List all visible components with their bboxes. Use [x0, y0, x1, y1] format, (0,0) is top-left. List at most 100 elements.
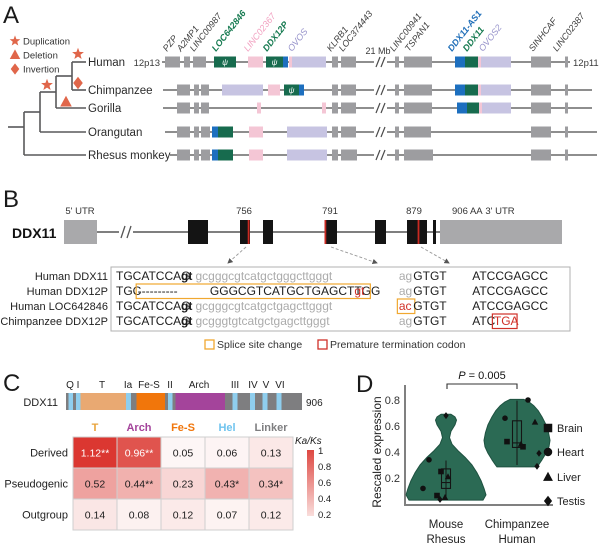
exon-box [433, 220, 436, 244]
gene-block-gray [341, 56, 356, 68]
gene-block-pink [248, 56, 263, 68]
y-tick-0.8: 0.8 [385, 395, 400, 407]
position-label-756: 756 [236, 206, 252, 217]
panel-d-label: D [356, 371, 374, 398]
protein-length-label: 906 [306, 398, 323, 409]
heatmap-value: 1.12** [81, 448, 110, 460]
motif-label-ia: Ia [124, 380, 133, 391]
gene-block-gray [201, 102, 209, 114]
triangle-icon [531, 418, 539, 425]
heatmap-cell [248, 498, 294, 531]
gene-block-gray [194, 149, 199, 161]
diamond-icon [543, 495, 553, 507]
species-label-gorilla: Gorilla [88, 103, 122, 115]
domain-segment-bar_gray [73, 393, 76, 410]
gene-block-green [465, 84, 478, 96]
synteny-row-rhesus-monkey [170, 148, 597, 162]
zoom-connector [420, 246, 450, 264]
gene-block-green [465, 56, 478, 68]
circle-icon [502, 415, 508, 422]
sequence-segment: gcgggcgtcatgctgagcttgggt [195, 299, 332, 313]
species-label-human: Human [88, 57, 125, 69]
psi-glyph: ψ [272, 58, 278, 67]
domain-segment-stripe [126, 393, 131, 410]
splice-change-box [135, 283, 371, 300]
domain-segment-stripe [76, 393, 81, 410]
gene-block-gray [565, 56, 568, 68]
break-slash [375, 126, 381, 138]
exon-box [407, 220, 427, 244]
y-tick-0.2: 0.2 [385, 473, 400, 485]
gene-break-slash [120, 225, 126, 239]
diamond-icon [10, 63, 20, 75]
sequence-segment: ATCCGAGCC [472, 269, 548, 283]
heatmap-col-header-fe-s: Fe-S [171, 422, 195, 434]
diamond-icon [73, 76, 83, 90]
gene-block-green [214, 56, 236, 68]
circle-icon [525, 397, 531, 403]
sequence-segment: ag [399, 269, 412, 283]
triangle-icon [444, 473, 452, 480]
domain-segment-bar_gray [267, 393, 277, 410]
heatmap-cell [72, 436, 118, 469]
gene-block-gray [332, 102, 338, 114]
axes [404, 385, 553, 506]
heatmap-row-label-outgroup: Outgroup [22, 510, 68, 522]
gene-block-gray [165, 56, 180, 68]
triangle-icon [441, 494, 449, 501]
domain-segment-stripe [168, 393, 173, 410]
sequence-segment: TGCATCCAG [116, 314, 190, 328]
gene-block-gray [404, 84, 432, 96]
gene-block-gray [341, 149, 357, 161]
diamond-icon [534, 462, 540, 470]
tissue-legend-liver: Liver [557, 472, 581, 484]
zoom-connector [227, 246, 247, 264]
gene-block-pink [289, 56, 292, 68]
gene-block-green [266, 56, 283, 68]
diamond-icon [536, 449, 542, 457]
sequence-segment: gcgggcgtcatgctgggcttgggt [195, 269, 332, 283]
domain-segment-stripe [232, 393, 238, 410]
break-slash [375, 149, 381, 161]
gene-block-lavender [222, 84, 263, 96]
gene-block-green [284, 84, 299, 96]
motif-label-iii: III [231, 380, 239, 391]
domain-segment-purple [175, 393, 225, 410]
legend-label-splice-site-change: Splice site change [217, 339, 302, 351]
gene-block-gray [404, 149, 433, 161]
synteny-row-gorilla [163, 101, 592, 115]
heatmap-value: 0.34* [259, 479, 284, 491]
synteny-row-chimpanzee: ψ [163, 83, 592, 97]
kaks-tick-0.4: 0.4 [318, 494, 331, 505]
gene-block-gray [531, 149, 551, 161]
gene-block-lavender [287, 149, 327, 161]
gene-block-pink [478, 56, 481, 68]
mutation-mark [247, 220, 250, 244]
gene-block-pink [257, 102, 261, 114]
motif-label-arch: Arch [189, 380, 210, 391]
gene-block-gray [201, 149, 210, 161]
heatmap-cell [204, 498, 250, 531]
utr5-box [64, 220, 97, 244]
y-tick-0.6: 0.6 [385, 421, 400, 433]
gene-block-gray [194, 102, 199, 114]
square-icon [520, 444, 526, 450]
position-label-906AA: 906 AA [452, 206, 483, 217]
gene-block-gray [341, 84, 356, 96]
gene-block-gray [395, 84, 399, 96]
legend-label-premature-termination-codon: Premature termination codon [330, 339, 466, 351]
triangle-icon [543, 471, 553, 481]
circle-icon [426, 457, 432, 463]
sequence-segment: ag [399, 284, 412, 298]
sequence-name: Human LOC642846 [10, 301, 108, 313]
gene-block-gray [177, 102, 190, 114]
panel-a-legend: Duplication Deletion Invertion [9, 35, 70, 76]
heatmap-value: 0.13 [261, 448, 282, 460]
domain-segment-bar_gray [66, 393, 69, 410]
circle-icon [420, 485, 426, 492]
legend-label-invertion: Invertion [23, 65, 59, 76]
circle-icon [543, 447, 553, 457]
